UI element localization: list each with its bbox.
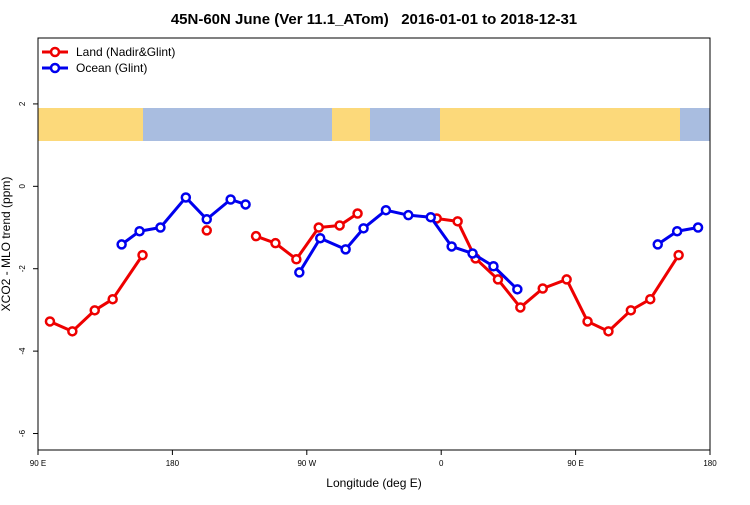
map-ocean — [680, 108, 710, 141]
data-point — [582, 316, 593, 327]
data-point — [467, 248, 478, 259]
x-tick-label: 180 — [703, 459, 717, 468]
series-line — [436, 216, 680, 333]
data-point — [652, 239, 663, 250]
map-ocean — [143, 108, 332, 141]
series-line — [49, 254, 144, 333]
y-tick-label: -4 — [18, 347, 27, 355]
data-point — [488, 260, 499, 272]
data-point — [137, 249, 148, 261]
data-point — [107, 293, 118, 305]
data-point — [250, 230, 262, 242]
data-point — [155, 222, 166, 233]
series-line — [120, 195, 247, 246]
y-tick-label: 2 — [18, 101, 27, 106]
x-tick-label: 90 W — [297, 459, 316, 468]
data-point — [603, 326, 614, 337]
data-point — [492, 274, 504, 285]
data-point — [240, 199, 251, 210]
data-point — [116, 239, 127, 250]
legend-marker — [49, 62, 61, 74]
data-point — [201, 225, 212, 236]
data-point — [625, 305, 637, 316]
data-point — [673, 249, 684, 261]
y-tick-label: 0 — [18, 184, 27, 189]
data-point — [452, 216, 463, 227]
data-point — [358, 223, 369, 234]
data-point — [334, 220, 345, 231]
map-band — [38, 108, 710, 141]
legend-label: Land (Nadir&Glint) — [76, 45, 175, 59]
data-point — [515, 302, 526, 313]
data-point — [352, 208, 363, 219]
series-line — [298, 208, 519, 291]
data-point — [561, 274, 572, 285]
data-point — [44, 316, 56, 327]
legend-marker — [49, 46, 61, 58]
data-point — [340, 244, 351, 255]
data-point — [314, 232, 326, 244]
x-tick-label: 90 E — [567, 459, 583, 468]
legend-label: Ocean (Glint) — [76, 61, 147, 75]
data-point — [425, 211, 436, 223]
data-point — [134, 225, 145, 237]
data-point — [291, 253, 302, 265]
data-point — [537, 283, 548, 294]
chart-title: 45N-60N June (Ver 11.1_ATom) 2016-01-01 … — [171, 11, 577, 28]
data-point — [225, 194, 236, 205]
x-tick-label: 180 — [166, 459, 180, 468]
y-axis-label: XCO2 - MLO trend (ppm) — [0, 177, 13, 312]
data-point — [313, 222, 324, 233]
data-point — [89, 305, 100, 316]
data-point — [692, 222, 704, 233]
data-point — [67, 326, 78, 337]
data-point — [180, 192, 192, 203]
data-point — [671, 225, 683, 237]
data-point — [294, 267, 305, 278]
data-point — [270, 237, 281, 249]
x-tick-label: 90 E — [30, 459, 46, 468]
data-point — [645, 293, 656, 305]
data-point — [446, 241, 457, 252]
plot-frame — [37, 37, 711, 451]
map-ocean — [370, 108, 440, 141]
data-point — [403, 209, 414, 221]
y-tick-label: -2 — [18, 265, 27, 273]
x-axis-label: Longitude (deg E) — [326, 476, 421, 490]
data-point — [380, 204, 392, 216]
data-point — [512, 284, 523, 295]
data-point — [201, 214, 212, 225]
x-tick-label: 0 — [439, 459, 444, 468]
y-tick-label: -6 — [18, 429, 27, 437]
